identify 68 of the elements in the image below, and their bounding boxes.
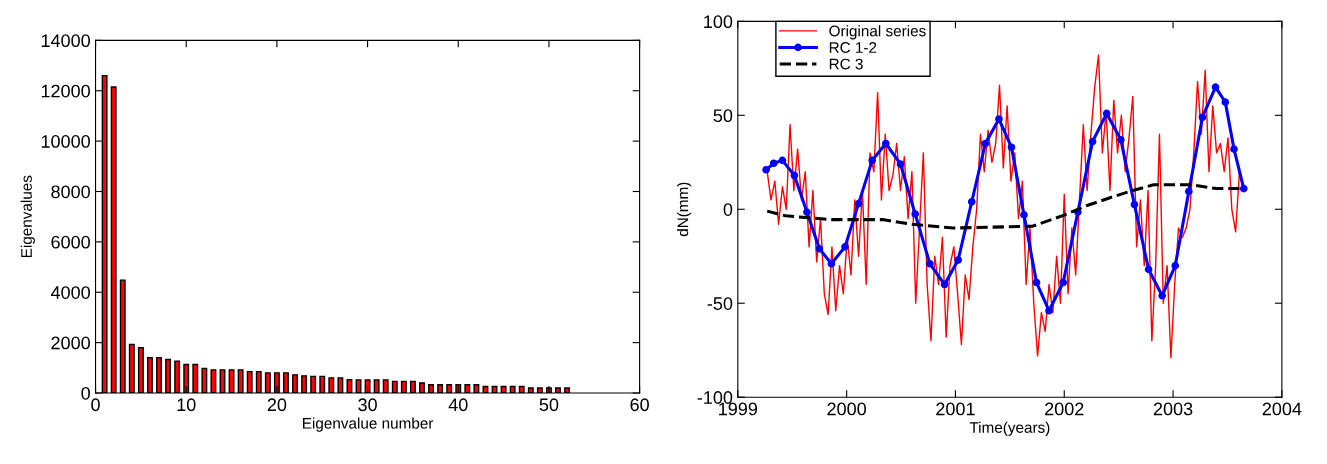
legend-label: Original series <box>829 25 926 40</box>
y-tick-label: 14000 <box>41 34 90 48</box>
x-tick-label: 60 <box>630 398 649 412</box>
point <box>1171 261 1180 270</box>
y-tick-label: -50 <box>707 297 733 310</box>
point <box>1239 184 1248 193</box>
x-tick-label: 2001 <box>936 402 975 416</box>
y-tick-label: 4000 <box>50 286 90 299</box>
y-tick-label: 12000 <box>41 84 90 98</box>
x-tick-label: 1999 <box>719 402 758 416</box>
point <box>1102 109 1111 118</box>
point <box>1059 278 1067 287</box>
y-axis-title: Eigenvalues <box>20 175 35 258</box>
point <box>954 256 962 264</box>
x-tick-label: 2000 <box>827 402 867 416</box>
point <box>803 208 811 216</box>
x-tick-label: 2004 <box>1262 402 1302 416</box>
point <box>769 159 778 168</box>
point <box>762 165 770 174</box>
point <box>1221 98 1230 106</box>
x-axis-title: Time(years) <box>969 421 1050 436</box>
point <box>1185 187 1193 196</box>
point <box>1211 83 1220 91</box>
point <box>1020 211 1028 219</box>
y-tick-label: 2000 <box>51 336 90 350</box>
point <box>778 156 787 165</box>
point <box>1144 265 1153 274</box>
point <box>967 197 976 206</box>
point <box>1032 278 1041 287</box>
legend-label: RC 3 <box>829 58 863 70</box>
point <box>926 259 934 268</box>
x-axis-title: Eigenvalue number <box>303 417 434 432</box>
point <box>995 115 1003 123</box>
y-tick-label: 0 <box>81 386 90 400</box>
y-tick-label: 50 <box>713 109 733 123</box>
point <box>1117 135 1125 144</box>
point <box>827 259 836 268</box>
point <box>940 280 949 289</box>
point <box>868 156 877 165</box>
point <box>896 160 905 168</box>
y-tick-label: -100 <box>697 391 733 404</box>
legend-label: RC 1-2 <box>829 42 877 53</box>
x-tick-label: 40 <box>448 398 468 412</box>
point <box>841 243 849 251</box>
point <box>911 210 919 218</box>
x-tick-label: 30 <box>358 398 377 412</box>
point <box>790 171 799 180</box>
y-tick-label: 0 <box>723 203 733 216</box>
y-tick-label: 6000 <box>51 235 90 249</box>
y-tick-label: 8000 <box>51 185 90 199</box>
x-tick-label: 2003 <box>1153 402 1193 416</box>
point <box>1230 145 1238 153</box>
point <box>1198 113 1207 122</box>
point <box>881 139 890 148</box>
x-tick-label: 2002 <box>1045 402 1084 416</box>
point <box>1130 200 1139 209</box>
y-tick-label: 100 <box>704 15 733 29</box>
y-tick-label: 10000 <box>41 135 90 148</box>
point <box>815 244 824 253</box>
point <box>1007 143 1016 152</box>
point <box>854 199 863 208</box>
point <box>1088 137 1097 146</box>
point <box>981 139 990 148</box>
x-tick-label: 20 <box>267 398 287 412</box>
x-tick-label: 50 <box>539 398 559 412</box>
x-tick-label: 10 <box>177 398 196 412</box>
x-tick-label: 0 <box>91 398 100 412</box>
y-axis-title: dN(mm) <box>677 182 692 237</box>
